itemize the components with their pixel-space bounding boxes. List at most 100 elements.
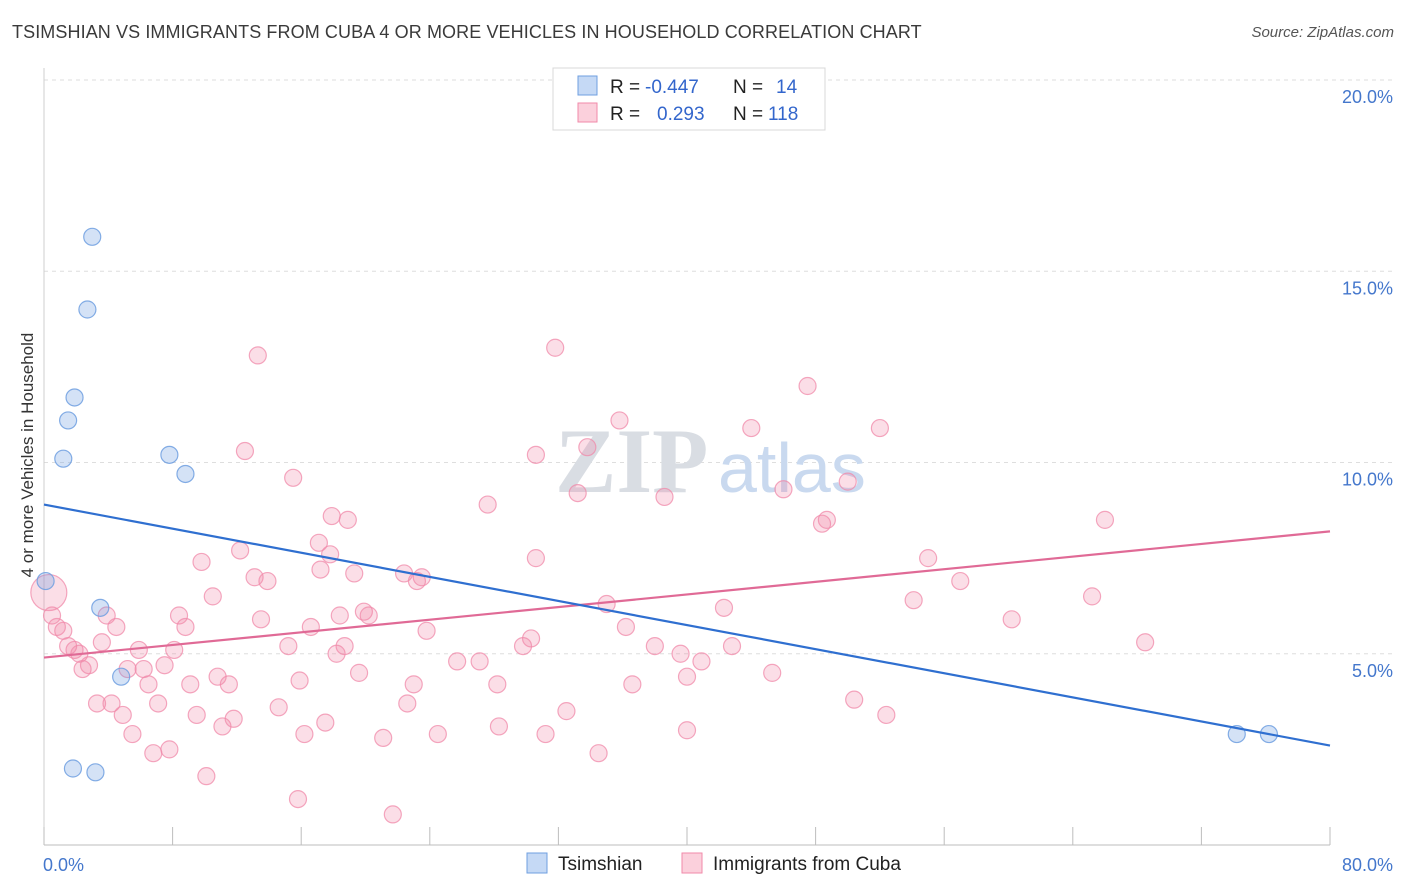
cuba-point	[904, 591, 923, 610]
cuba-point	[798, 376, 817, 396]
bottom-legend-label-tsimshian: Tsimshian	[558, 854, 642, 875]
cuba-point	[102, 694, 121, 713]
cuba-point	[536, 724, 555, 744]
cuba-point	[290, 671, 309, 690]
cuba-point	[951, 571, 970, 591]
cuba-point	[251, 610, 271, 629]
cuba-point	[817, 510, 836, 529]
cuba-point	[870, 418, 890, 438]
cuba-point	[144, 744, 163, 763]
legend-r-value-cuba: 0.293	[657, 104, 705, 125]
trend-line-cuba	[43, 530, 1331, 659]
cuba-point	[192, 552, 211, 572]
axes	[43, 68, 1331, 846]
cuba-point	[235, 441, 255, 461]
cuba-point	[79, 656, 99, 675]
tsimshian-point	[59, 411, 78, 430]
cuba-point	[677, 721, 697, 740]
source-label: Source: ZipAtlas.com	[1251, 24, 1394, 41]
cuba-point	[722, 636, 742, 656]
cuba-point	[763, 663, 782, 682]
cuba-point	[219, 675, 238, 694]
cuba-point	[181, 675, 200, 694]
tsimshian-point	[36, 571, 55, 591]
cuba-point	[169, 606, 189, 625]
watermark-atlas: atlas	[718, 429, 866, 507]
y-tick-labels: 5.0% 10.0% 15.0% 20.0%	[1342, 87, 1393, 681]
cuba-point	[877, 705, 896, 725]
cuba-point	[155, 656, 174, 675]
legend-n-label-tsimshian: N =	[733, 77, 763, 98]
cuba-point	[123, 724, 142, 744]
cuba-point	[176, 617, 195, 637]
cuba-point	[231, 541, 250, 560]
cuba-point	[284, 468, 303, 487]
cuba-point	[269, 698, 288, 717]
cuba-point	[655, 487, 674, 507]
cuba-point	[87, 694, 107, 713]
cuba-point	[526, 445, 545, 464]
tsimshian-point	[65, 388, 84, 407]
watermark: ZIP atlas	[555, 410, 866, 512]
legend-r-label-tsimshian: R =	[610, 77, 640, 98]
cuba-point	[42, 606, 62, 625]
cuba-point	[470, 652, 489, 671]
bottom-legend-label-cuba: Immigrants from Cuba	[713, 854, 901, 875]
cuba-point	[398, 694, 417, 713]
cuba-point	[521, 629, 541, 648]
watermark-zip: ZIP	[555, 410, 708, 512]
cuba-point	[1002, 610, 1021, 629]
cuba-point	[345, 564, 364, 583]
cuba-point	[295, 724, 314, 744]
cuba-point	[557, 702, 576, 721]
cuba-point	[322, 506, 341, 526]
cuba-point	[279, 636, 298, 656]
tsimshian-point	[176, 464, 195, 484]
cuba-point	[107, 617, 126, 637]
cuba-point	[616, 617, 636, 637]
cuba-point	[248, 346, 267, 365]
cuba-point	[30, 573, 68, 612]
cuba-point	[714, 598, 734, 617]
cuba-point	[578, 438, 597, 457]
cuba-point	[1095, 510, 1115, 529]
bottom-legend-swatch-cuba	[681, 852, 703, 874]
bottom-legend-swatch-tsimshian	[526, 852, 548, 874]
tsimshian-point	[83, 227, 102, 246]
series-immigrants-from-cuba	[30, 338, 1155, 824]
y-axis-title: 4 or more Vehicles in Household	[18, 333, 37, 578]
legend-r-value-tsimshian: -0.447	[645, 77, 699, 98]
cuba-point	[197, 767, 216, 786]
cuba-point	[677, 667, 697, 686]
cuba-point	[1136, 633, 1155, 652]
cuba-point	[742, 418, 761, 438]
y-tick-label: 10.0%	[1342, 470, 1393, 490]
series-legend: Tsimshian Immigrants from Cuba	[526, 852, 901, 875]
tsimshian-point	[91, 598, 110, 617]
tsimshian-point	[63, 759, 83, 778]
cuba-point	[919, 549, 938, 568]
cuba-point	[383, 805, 402, 824]
cuba-point	[838, 472, 857, 491]
cuba-point	[134, 659, 153, 679]
chart-title: TSIMSHIAN VS IMMIGRANTS FROM CUBA 4 OR M…	[12, 22, 922, 42]
cuba-point	[149, 694, 168, 713]
legend-n-value-cuba: 118	[768, 104, 798, 125]
cuba-point	[774, 480, 793, 499]
cuba-point	[349, 663, 369, 682]
tsimshian-point	[160, 445, 179, 464]
y-tick-label: 5.0%	[1352, 661, 1393, 681]
cuba-point	[330, 606, 349, 625]
cuba-point	[645, 636, 664, 656]
cuba-point	[258, 571, 277, 591]
legend-n-label-cuba: N =	[733, 104, 763, 125]
cuba-point	[54, 621, 73, 640]
y-tick-label: 20.0%	[1342, 87, 1393, 107]
stats-legend-box	[552, 67, 826, 131]
cuba-point	[374, 728, 393, 748]
cuba-point	[338, 510, 357, 529]
trend-lines	[43, 503, 1331, 747]
cuba-point	[610, 411, 629, 430]
x-tick-label-max: 80.0%	[1342, 855, 1393, 875]
cuba-point	[288, 789, 308, 809]
